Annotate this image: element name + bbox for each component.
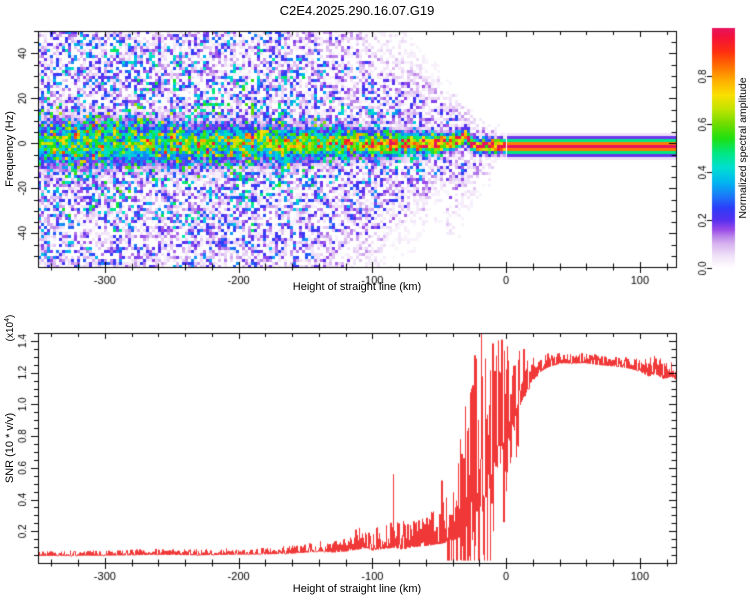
height-axis-label-top: Height of straight line (km) [292,281,422,293]
snr-scale-exponent: 4 [3,317,11,322]
frequency-axis-label: Frequency (Hz) [4,111,16,187]
height-axis-label-bottom: Height of straight line (km) [292,583,422,595]
page-title: C2E4.2025.290.16.07.G19 [279,3,435,18]
snr-scale-label: (x104) [4,315,16,342]
snr-axis-label: SNR (10 * v/v) [4,412,16,484]
colorbar-label: Normalized spectral amplitude [737,77,749,219]
snr-scale-suffix: ) [5,314,17,318]
snr-scale-prefix: (x10 [5,321,17,342]
